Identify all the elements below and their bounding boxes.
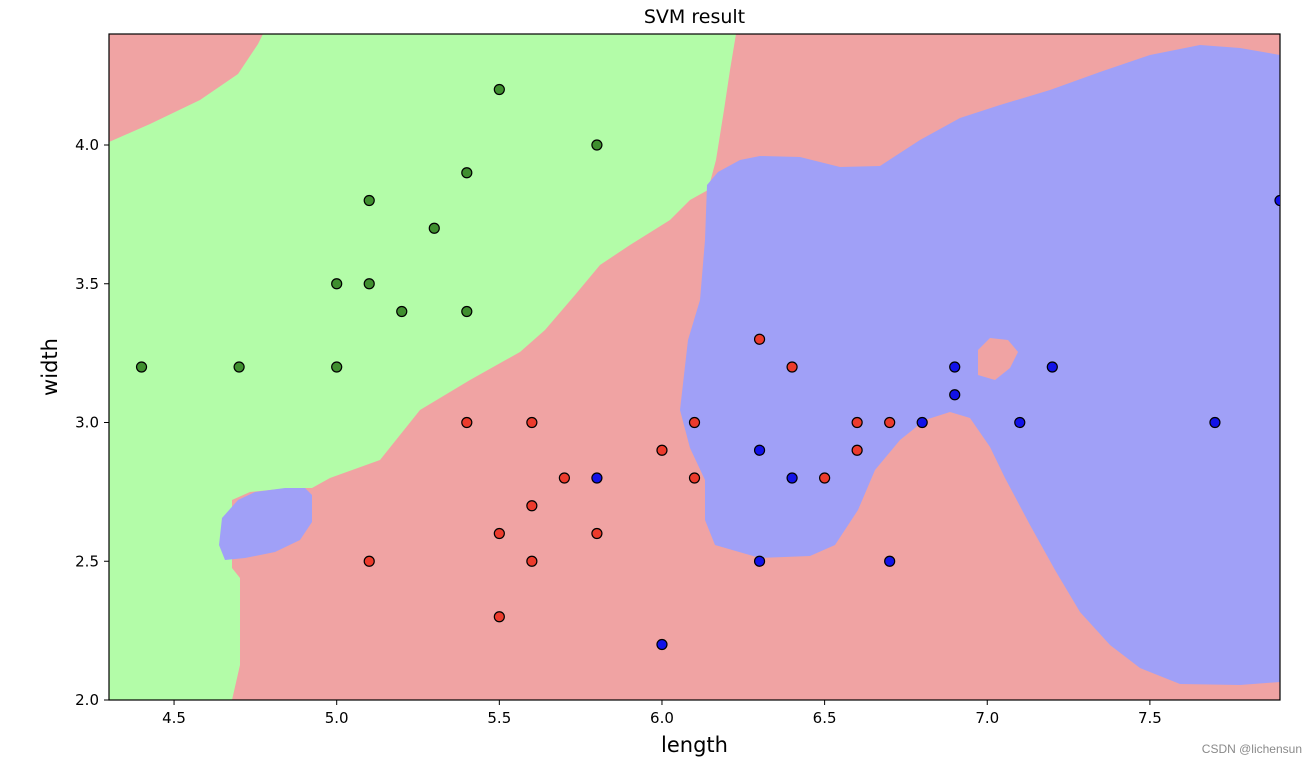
plot-frame <box>108 33 1281 701</box>
point-green <box>363 278 375 290</box>
region-green <box>109 34 736 700</box>
point-green <box>135 361 148 373</box>
point-red <box>558 472 570 484</box>
y-tick-label: 3.0 <box>75 414 99 432</box>
point-green <box>493 83 505 96</box>
point-red <box>493 611 505 623</box>
point-green <box>428 222 440 234</box>
y-tick-label: 2.5 <box>75 552 99 570</box>
x-tick-label: 5.5 <box>487 709 511 727</box>
point-blue <box>884 555 896 567</box>
x-tick-label: 7.5 <box>1138 709 1162 727</box>
point-red <box>688 472 701 484</box>
x-tick-label: 4.5 <box>162 709 186 727</box>
point-blue <box>753 555 766 567</box>
region-red-hole <box>978 338 1018 380</box>
point-green <box>461 305 473 318</box>
point-red <box>363 555 375 567</box>
y-axis-ticks: 2.0 2.5 3.0 3.5 4.0 <box>75 136 109 709</box>
point-red <box>526 500 538 512</box>
point-blue <box>1046 361 1058 373</box>
point-red <box>819 472 831 484</box>
point-green <box>363 194 375 207</box>
point-red <box>851 416 863 429</box>
x-tick-label: 7.0 <box>975 709 999 727</box>
point-blue <box>591 472 603 484</box>
point-green <box>396 305 408 318</box>
decision-regions <box>109 34 1280 700</box>
point-blue <box>1209 416 1221 429</box>
y-axis-label: width <box>38 338 62 396</box>
point-red <box>786 361 798 373</box>
point-green <box>233 361 245 373</box>
point-red <box>591 527 603 540</box>
point-red <box>884 416 896 429</box>
chart-title: SVM result <box>644 6 745 28</box>
x-tick-label: 6.5 <box>813 709 837 727</box>
region-blue-island <box>219 488 312 560</box>
point-green <box>591 139 603 151</box>
point-blue <box>1014 416 1026 429</box>
point-green <box>331 278 343 290</box>
y-tick-label: 3.5 <box>75 275 99 293</box>
point-red <box>851 444 863 456</box>
point-blue <box>753 444 766 456</box>
point-red <box>461 416 473 429</box>
point-blue <box>916 416 928 429</box>
x-tick-label: 5.0 <box>325 709 349 727</box>
x-tick-label: 6.0 <box>650 709 674 727</box>
point-blue <box>1274 194 1280 207</box>
point-red <box>688 416 701 429</box>
point-blue <box>786 472 798 484</box>
x-axis-label: length <box>661 733 728 757</box>
point-red <box>526 416 538 429</box>
point-green <box>461 167 473 179</box>
point-green <box>331 361 343 373</box>
point-blue <box>656 638 668 651</box>
point-red <box>493 527 505 540</box>
point-blue <box>949 389 961 401</box>
y-tick-label: 2.0 <box>75 691 99 709</box>
y-tick-label: 4.0 <box>75 136 99 154</box>
scatter-points <box>135 83 1280 651</box>
point-blue <box>949 361 961 373</box>
point-red <box>656 444 668 456</box>
point-red <box>526 555 538 567</box>
watermark: CSDN @lichensun <box>1201 742 1302 756</box>
point-red <box>753 333 766 345</box>
x-axis-ticks: 4.5 5.0 5.5 6.0 6.5 7.0 7.5 <box>162 700 1162 727</box>
